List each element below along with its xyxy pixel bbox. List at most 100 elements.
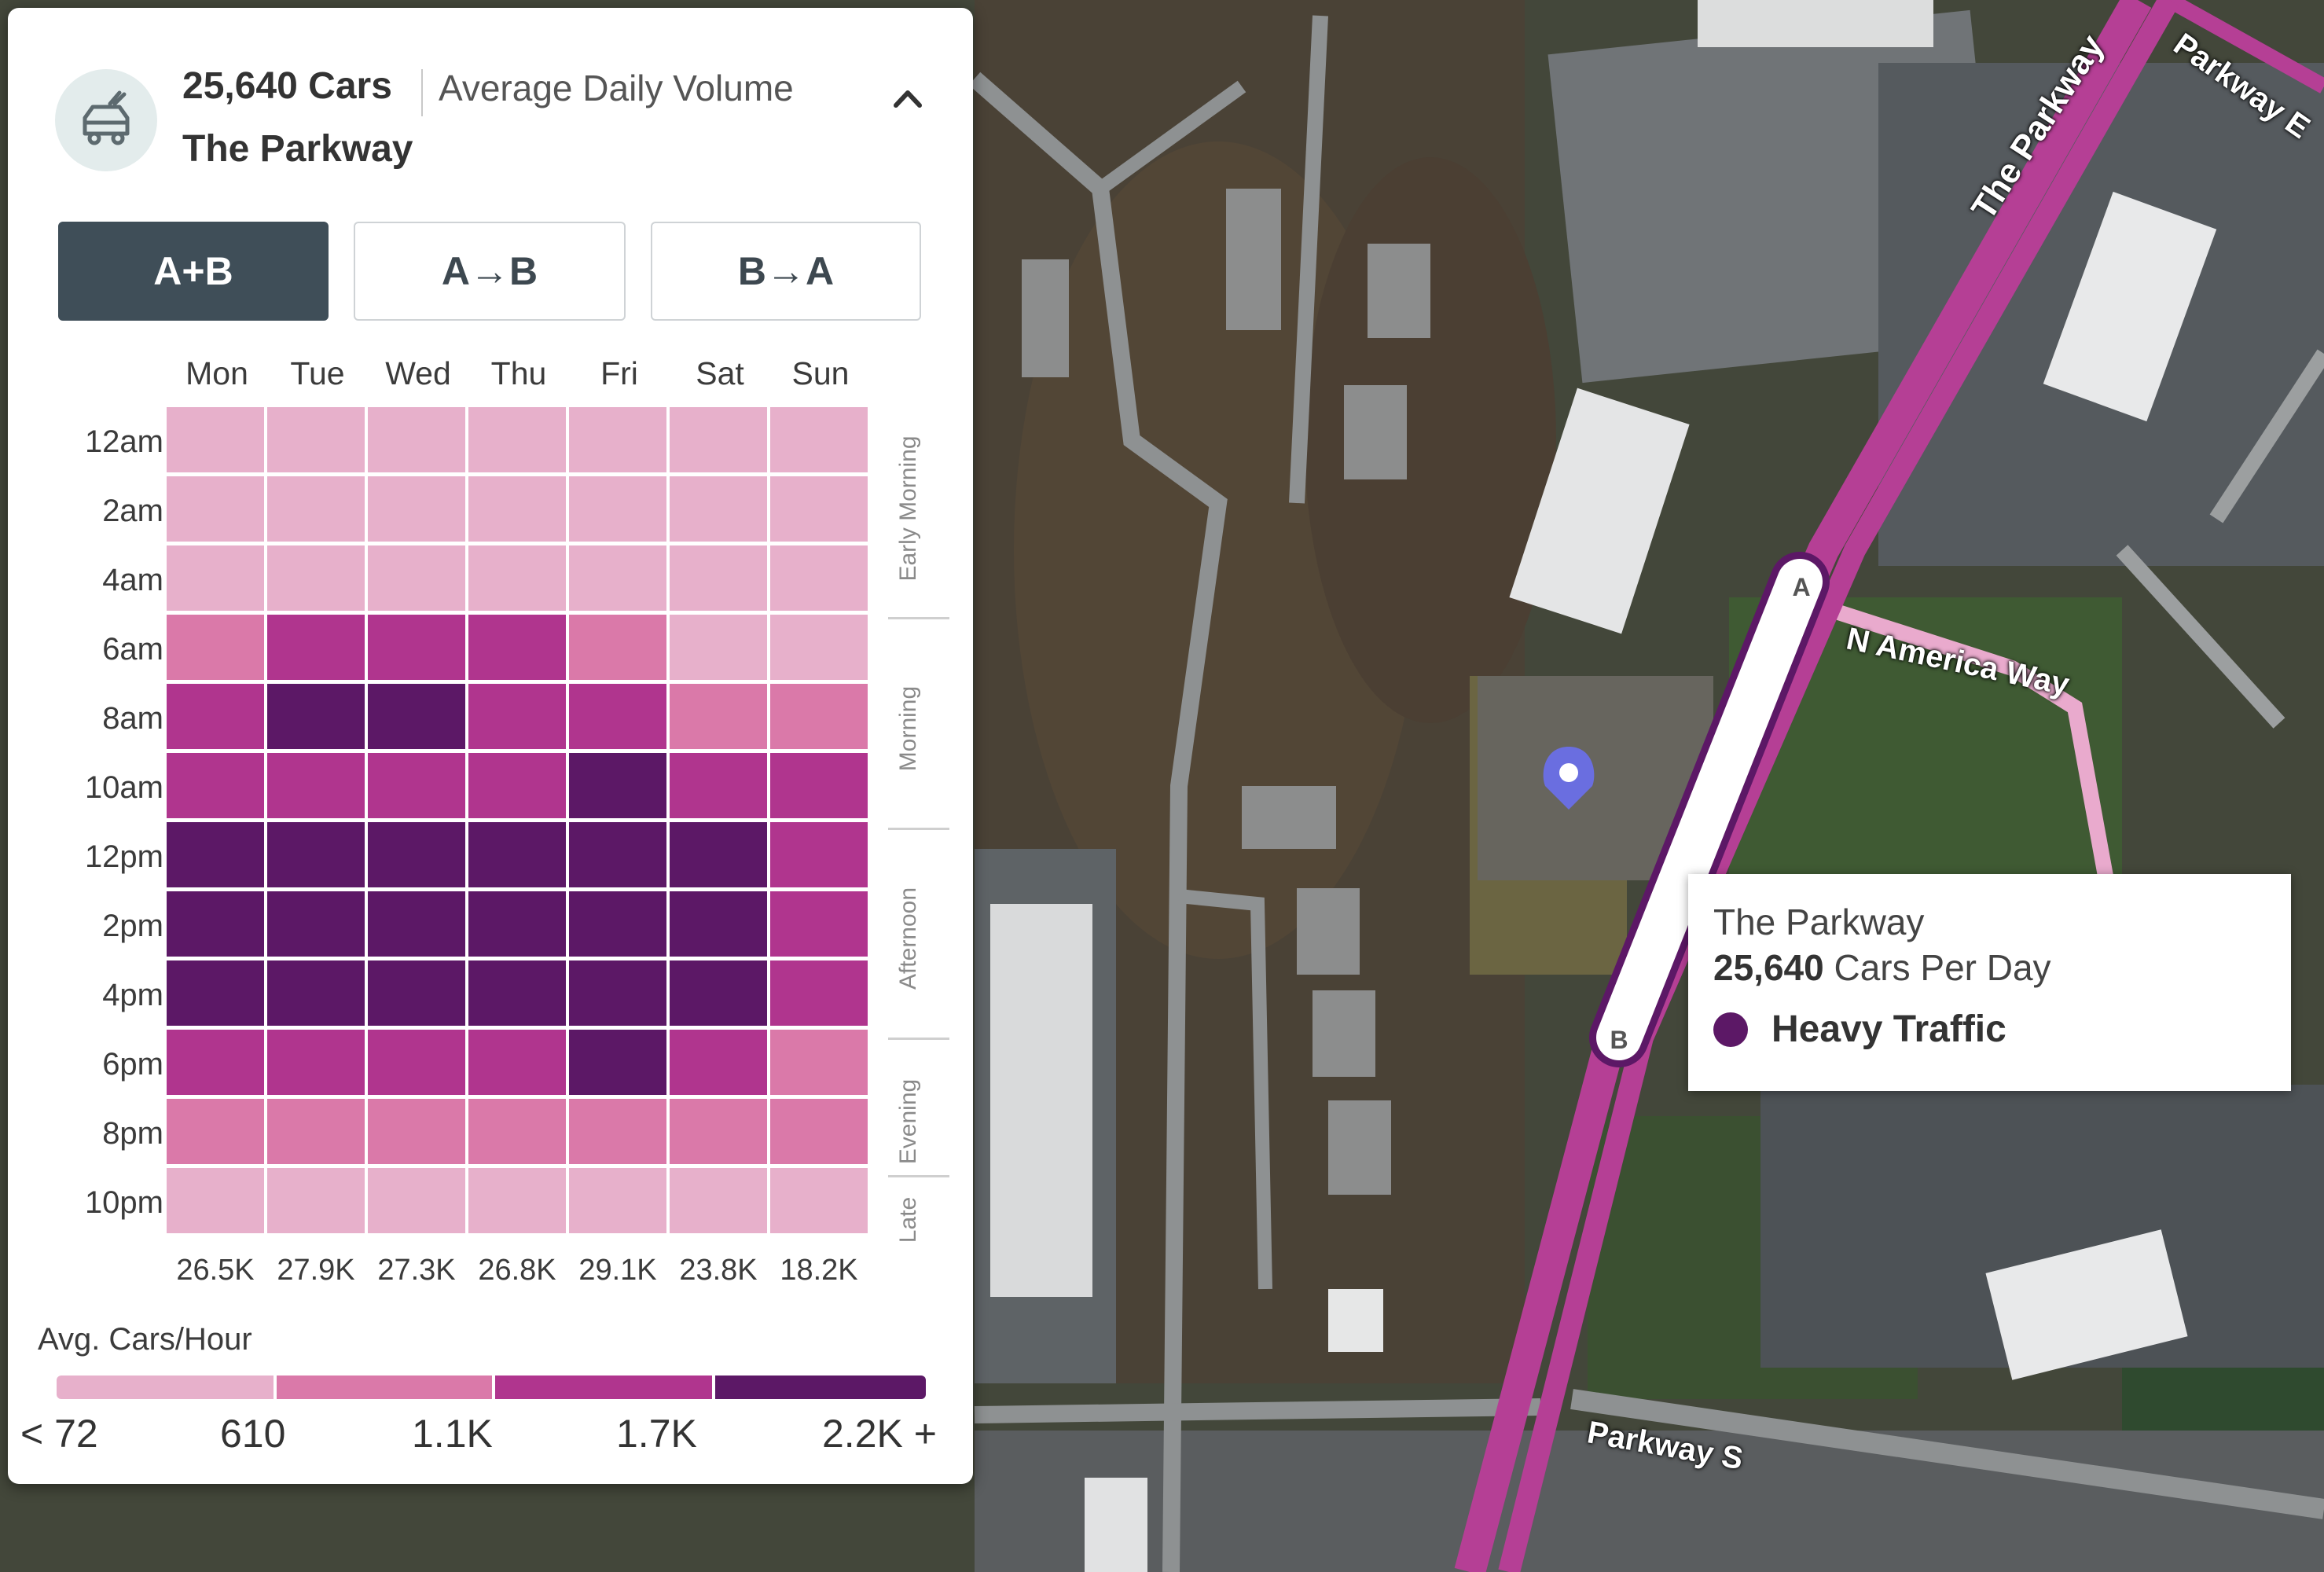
legend-swatch-level-1 (57, 1376, 274, 1399)
period-divider (888, 1038, 949, 1040)
heatmap-cell[interactable] (569, 545, 666, 611)
heatmap-cell[interactable] (468, 1099, 566, 1164)
heatmap-cell[interactable] (167, 960, 264, 1026)
heatmap-cell[interactable] (267, 891, 365, 957)
heatmap-cell[interactable] (368, 1099, 465, 1164)
heatmap-cell[interactable] (569, 684, 666, 749)
heatmap-cell[interactable] (267, 1030, 365, 1095)
heatmap-cell[interactable] (267, 684, 365, 749)
heatmap-cell[interactable] (267, 545, 365, 611)
direction-both-button[interactable]: A+B (58, 222, 329, 321)
heatmap-cell[interactable] (670, 822, 767, 887)
heatmap-cell[interactable] (167, 753, 264, 818)
traffic-stats-panel: 25,640 Cars Average Daily Volume The Par… (8, 8, 973, 1484)
heatmap-cell[interactable] (770, 1099, 868, 1164)
heatmap-cell[interactable] (569, 822, 666, 887)
heatmap-cell[interactable] (770, 476, 868, 542)
heatmap-cell[interactable] (770, 615, 868, 680)
heatmap-cell[interactable] (167, 1168, 264, 1233)
heatmap-cell[interactable] (670, 545, 767, 611)
heatmap-cell[interactable] (569, 476, 666, 542)
heatmap-cell[interactable] (368, 1168, 465, 1233)
daily-total: 27.9K (277, 1254, 355, 1287)
heatmap-cell[interactable] (468, 753, 566, 818)
heatmap-cell[interactable] (167, 407, 264, 472)
heatmap-cell[interactable] (468, 891, 566, 957)
heatmap-cell[interactable] (468, 407, 566, 472)
heatmap-cell[interactable] (569, 1030, 666, 1095)
heatmap-cell[interactable] (368, 545, 465, 611)
heatmap-cell[interactable] (670, 753, 767, 818)
chevron-up-icon[interactable] (890, 80, 926, 116)
heatmap-cell[interactable] (770, 407, 868, 472)
hour-label: 2pm (102, 909, 163, 943)
heatmap-cell[interactable] (468, 684, 566, 749)
heatmap-cell[interactable] (368, 684, 465, 749)
legend-swatch-level-2 (277, 1376, 492, 1399)
heatmap-cell[interactable] (468, 960, 566, 1026)
heatmap-cell[interactable] (167, 1030, 264, 1095)
heatmap-cell[interactable] (770, 891, 868, 957)
heatmap-cell[interactable] (670, 684, 767, 749)
heatmap-cell[interactable] (368, 476, 465, 542)
heatmap-cell[interactable] (167, 476, 264, 542)
daily-total: 26.8K (478, 1254, 556, 1287)
heatmap-cell[interactable] (167, 1099, 264, 1164)
day-header: Sun (791, 355, 850, 391)
heatmap-cell[interactable] (368, 960, 465, 1026)
legend-label: 1.7K (616, 1412, 697, 1456)
heatmap-cell[interactable] (267, 476, 365, 542)
heatmap-cell[interactable] (267, 407, 365, 472)
heatmap-cell[interactable] (770, 1030, 868, 1095)
heatmap-cell[interactable] (468, 1168, 566, 1233)
heatmap-cell[interactable] (167, 822, 264, 887)
heatmap-cell[interactable] (670, 407, 767, 472)
direction-b-to-a-button[interactable]: B→A (651, 222, 921, 321)
heatmap-cell[interactable] (267, 1099, 365, 1164)
traffic-level-dot (1713, 1012, 1748, 1047)
heatmap-cell[interactable] (468, 545, 566, 611)
heatmap-cell[interactable] (368, 891, 465, 957)
heatmap-cell[interactable] (770, 684, 868, 749)
heatmap-cell[interactable] (167, 545, 264, 611)
heatmap-cell[interactable] (569, 891, 666, 957)
heatmap-cell[interactable] (368, 753, 465, 818)
heatmap-cell[interactable] (569, 1099, 666, 1164)
heatmap-cell[interactable] (368, 407, 465, 472)
heatmap-cell[interactable] (267, 822, 365, 887)
heatmap-cell[interactable] (569, 615, 666, 680)
heatmap-cell[interactable] (670, 1030, 767, 1095)
heatmap-cell[interactable] (670, 476, 767, 542)
heatmap-cell[interactable] (267, 753, 365, 818)
heatmap-cell[interactable] (770, 960, 868, 1026)
heatmap-cell[interactable] (770, 1168, 868, 1233)
legend-label: 1.1K (412, 1412, 493, 1456)
heatmap-cell[interactable] (670, 1168, 767, 1233)
heatmap-cell[interactable] (670, 960, 767, 1026)
heatmap-cell[interactable] (368, 615, 465, 680)
heatmap-cell[interactable] (167, 684, 264, 749)
heatmap-cell[interactable] (267, 960, 365, 1026)
location-pin-icon[interactable] (1543, 747, 1595, 810)
heatmap-cell[interactable] (468, 822, 566, 887)
heatmap-cell[interactable] (569, 1168, 666, 1233)
heatmap-cell[interactable] (368, 822, 465, 887)
heatmap-cell[interactable] (167, 615, 264, 680)
heatmap-cell[interactable] (468, 476, 566, 542)
heatmap-cell[interactable] (167, 891, 264, 957)
heatmap-cell[interactable] (468, 1030, 566, 1095)
heatmap-cell[interactable] (569, 407, 666, 472)
heatmap-cell[interactable] (770, 753, 868, 818)
heatmap-cell[interactable] (368, 1030, 465, 1095)
heatmap-cell[interactable] (569, 753, 666, 818)
heatmap-cell[interactable] (770, 545, 868, 611)
heatmap-cell[interactable] (267, 615, 365, 680)
heatmap-cell[interactable] (569, 960, 666, 1026)
heatmap-cell[interactable] (770, 822, 868, 887)
heatmap-cell[interactable] (670, 891, 767, 957)
direction-a-to-b-button[interactable]: A→B (354, 222, 626, 321)
heatmap-cell[interactable] (468, 615, 566, 680)
heatmap-cell[interactable] (670, 1099, 767, 1164)
heatmap-cell[interactable] (670, 615, 767, 680)
heatmap-cell[interactable] (267, 1168, 365, 1233)
